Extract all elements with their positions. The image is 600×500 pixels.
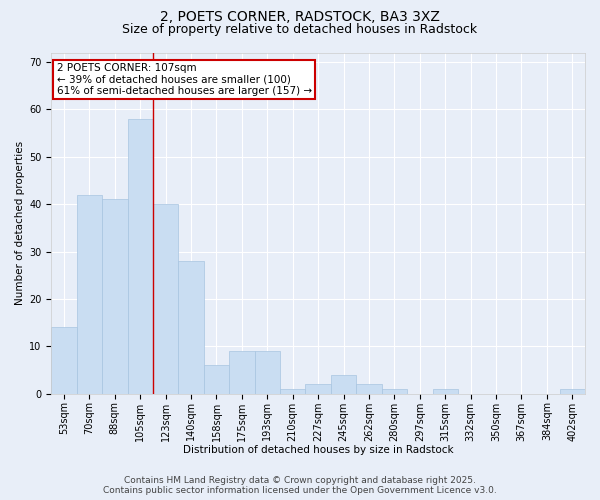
Bar <box>204 366 229 394</box>
Bar <box>356 384 382 394</box>
Bar <box>128 119 153 394</box>
Text: 2, POETS CORNER, RADSTOCK, BA3 3XZ: 2, POETS CORNER, RADSTOCK, BA3 3XZ <box>160 10 440 24</box>
Bar <box>51 328 77 394</box>
Bar <box>254 351 280 394</box>
X-axis label: Distribution of detached houses by size in Radstock: Distribution of detached houses by size … <box>183 445 454 455</box>
Bar <box>102 200 128 394</box>
Text: Contains HM Land Registry data © Crown copyright and database right 2025.
Contai: Contains HM Land Registry data © Crown c… <box>103 476 497 495</box>
Bar <box>178 261 204 394</box>
Bar <box>229 351 254 394</box>
Y-axis label: Number of detached properties: Number of detached properties <box>15 141 25 305</box>
Bar <box>433 389 458 394</box>
Bar <box>331 374 356 394</box>
Bar <box>382 389 407 394</box>
Bar <box>153 204 178 394</box>
Bar <box>560 389 585 394</box>
Text: Size of property relative to detached houses in Radstock: Size of property relative to detached ho… <box>122 22 478 36</box>
Bar <box>280 389 305 394</box>
Bar <box>305 384 331 394</box>
Bar <box>77 194 102 394</box>
Text: 2 POETS CORNER: 107sqm
← 39% of detached houses are smaller (100)
61% of semi-de: 2 POETS CORNER: 107sqm ← 39% of detached… <box>56 62 312 96</box>
